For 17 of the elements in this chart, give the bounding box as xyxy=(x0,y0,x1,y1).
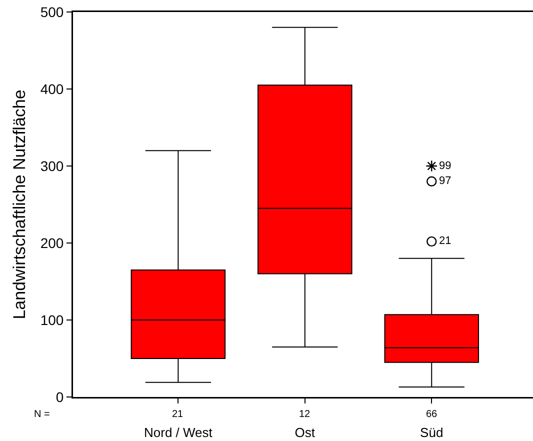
y-axis-title: Landwirtschaftliche Nutzfläche xyxy=(10,90,30,320)
annotation: 97 xyxy=(439,175,452,187)
annotation: 99 xyxy=(439,160,452,172)
y-tick-label: 500 xyxy=(40,4,64,20)
x-tick-label: Süd xyxy=(420,425,444,440)
text: 66 xyxy=(426,409,438,420)
y-tick-label: 0 xyxy=(56,388,64,405)
text: 12 xyxy=(299,409,311,420)
y-tick-label: 100 xyxy=(40,312,64,328)
y-tick-label: 400 xyxy=(40,80,64,97)
y-tick-label: 300 xyxy=(40,158,64,174)
text: N = xyxy=(34,409,50,420)
x-tick-label: Nord / West xyxy=(144,425,213,440)
y-tick-label: 200 xyxy=(40,234,64,251)
annotation: 21 xyxy=(439,235,452,247)
text: 21 xyxy=(172,409,184,420)
x-tick-label: Ost xyxy=(294,425,316,440)
